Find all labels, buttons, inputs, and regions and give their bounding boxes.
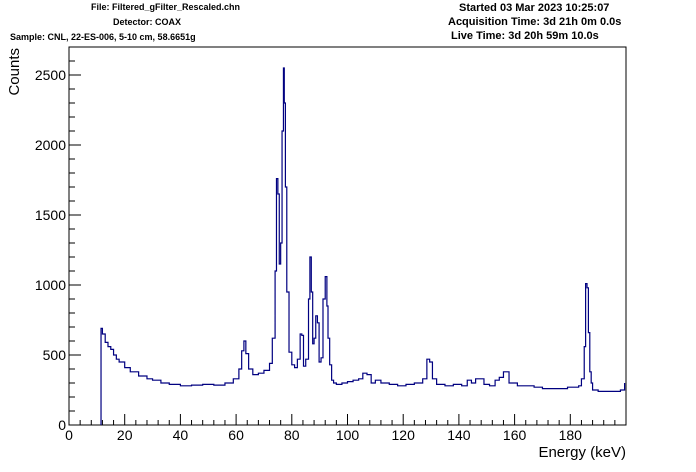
y-tick-label: 500 <box>43 347 67 363</box>
y-tick-label: 2000 <box>35 137 66 153</box>
x-tick-label: 100 <box>336 427 360 443</box>
plot-frame <box>68 46 627 426</box>
y-tick-label: 1500 <box>35 207 66 223</box>
x-tick-label: 0 <box>65 427 73 443</box>
y-tick-label: 1000 <box>35 277 66 293</box>
x-axis-label: Energy (keV) <box>538 444 626 461</box>
x-tick-label: 40 <box>173 427 189 443</box>
started-text: Started 03 Mar 2023 10:25:07 <box>459 2 610 14</box>
x-tick-label: 80 <box>284 427 300 443</box>
sample-text: Sample: CNL, 22-ES-006, 5-10 cm, 58.6651… <box>10 32 196 42</box>
x-tick-label: 20 <box>117 427 133 443</box>
acquisition-time-text: Acquisition Time: 3d 21h 0m 0.0s <box>448 16 622 28</box>
x-axis-ticks: 0 20 40 60 80 100 120 140 160 180 <box>65 414 616 443</box>
x-tick-label: 140 <box>447 427 471 443</box>
y-tick-label: 2500 <box>35 67 66 83</box>
live-time-text: Live Time: 3d 20h 59m 10.0s <box>451 30 599 42</box>
spectrum-series-line <box>100 67 626 425</box>
y-tick-label: 0 <box>58 417 66 433</box>
x-tick-label: 160 <box>503 427 527 443</box>
y-axis-label: Counts <box>6 48 23 96</box>
detector-text: Detector: COAX <box>113 17 182 27</box>
y-axis-ticks: 0 500 1000 1500 2000 2500 <box>35 46 81 433</box>
x-tick-label: 120 <box>392 427 416 443</box>
x-tick-label: 180 <box>559 427 583 443</box>
x-tick-label: 60 <box>228 427 244 443</box>
file-name-text: File: Filtered_gFilter_Rescaled.chn <box>91 2 241 12</box>
